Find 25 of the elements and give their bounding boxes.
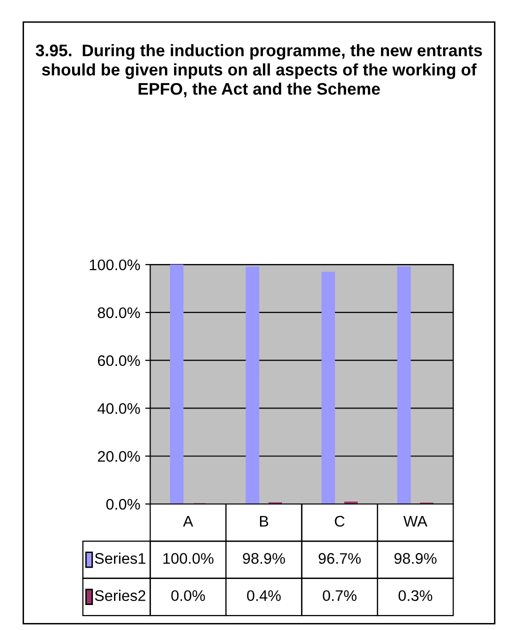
y-tick-label: 60.0% [98, 355, 140, 366]
bar [321, 272, 336, 504]
data-label: 96.7% [318, 553, 361, 564]
data-label: 98.9% [242, 553, 285, 564]
y-tick-label: 100.0% [90, 259, 140, 270]
legend-label: Series1 [94, 552, 146, 564]
data-label: 0.7% [322, 590, 356, 602]
x-tick-label: B [260, 516, 268, 527]
x-tick-label: C [334, 516, 345, 527]
legend-label: Series2 [94, 590, 146, 602]
bar [170, 264, 184, 504]
y-tick-label: 20.0% [98, 450, 140, 462]
y-tick-label: 40.0% [98, 403, 140, 414]
bar [246, 266, 260, 504]
y-tick-label: 80.0% [98, 307, 140, 318]
x-tick-label: A [183, 516, 194, 527]
y-tick-label: 0.0% [106, 498, 140, 510]
data-label: 100.0% [163, 553, 214, 564]
data-label: 0.3% [398, 590, 432, 602]
data-label: 98.9% [394, 553, 436, 564]
chart-title: 3.95. During the induction programme, the new entrants should be given inputs on all aspects of the working of EPFO, the Act and the Scheme [36, 44, 482, 98]
data-label: 0.4% [247, 590, 281, 602]
bar [397, 266, 411, 504]
data-label: 0.0% [171, 590, 205, 602]
x-tick-label: WA [403, 516, 428, 527]
